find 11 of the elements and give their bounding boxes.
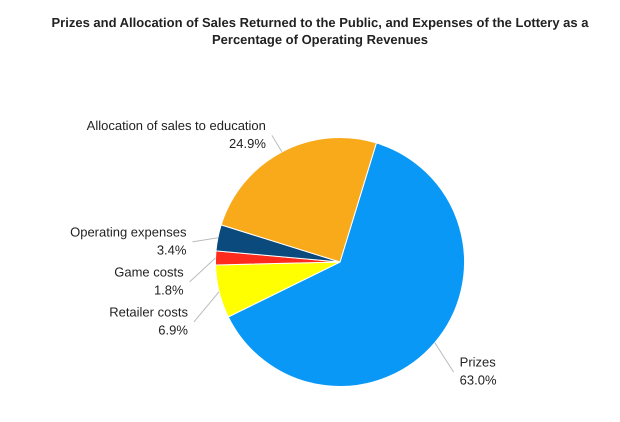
slice-label: Allocation of sales to education [86, 118, 266, 133]
slice-label: Game costs [114, 264, 184, 280]
data-label: 63.0% [460, 372, 497, 388]
data-label: 24.9% [229, 136, 266, 151]
data-label: 6.9% [158, 322, 188, 338]
data-label: 3.4% [156, 242, 187, 258]
slice-label: Operating expenses [70, 224, 187, 240]
slice-label: Prizes [460, 354, 496, 370]
slice-label: Retailer costs [109, 304, 188, 320]
data-label: 1.8% [154, 282, 184, 298]
chart-title: Prizes and Allocation of Sales Returned to the Public, and Expenses of the Lottery as a Percentage of Operating Revenues [50, 14, 590, 48]
